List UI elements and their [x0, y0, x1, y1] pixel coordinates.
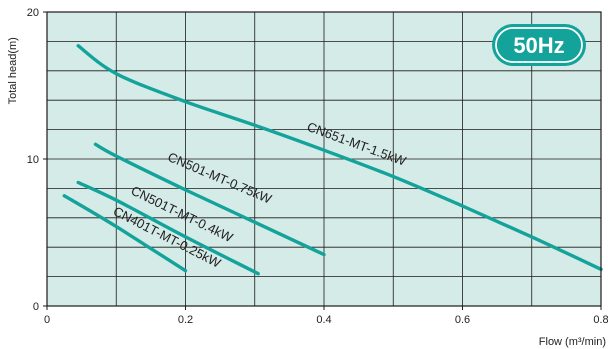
series-lines [62, 44, 603, 276]
series-line [76, 180, 260, 276]
y-tick-label: 10 [27, 154, 39, 166]
grid-lines [47, 12, 601, 306]
y-axis-label: Total head(m) [7, 37, 19, 104]
badge-fill [495, 27, 583, 63]
x-axis-ticks: 0 0.2 0.4 0.6 0.8 [44, 306, 608, 326]
x-tick-label: 0.6 [455, 314, 470, 326]
y-tick-label: 0 [33, 301, 39, 313]
series-line [62, 194, 188, 273]
x-tick-label: 0.2 [178, 314, 193, 326]
series-line [76, 44, 603, 271]
series-line [93, 142, 326, 257]
x-tick-label: 0.8 [593, 314, 608, 326]
x-tick-label: 0 [44, 314, 50, 326]
x-tick-label: 0.4 [316, 314, 331, 326]
x-axis-label: Flow (m³/min) [539, 336, 606, 348]
y-axis-ticks: 0 10 20 [27, 7, 47, 313]
badge-label: 50Hz [513, 33, 564, 58]
frequency-badge: 50Hz [492, 24, 586, 66]
y-tick-label: 20 [27, 7, 39, 19]
